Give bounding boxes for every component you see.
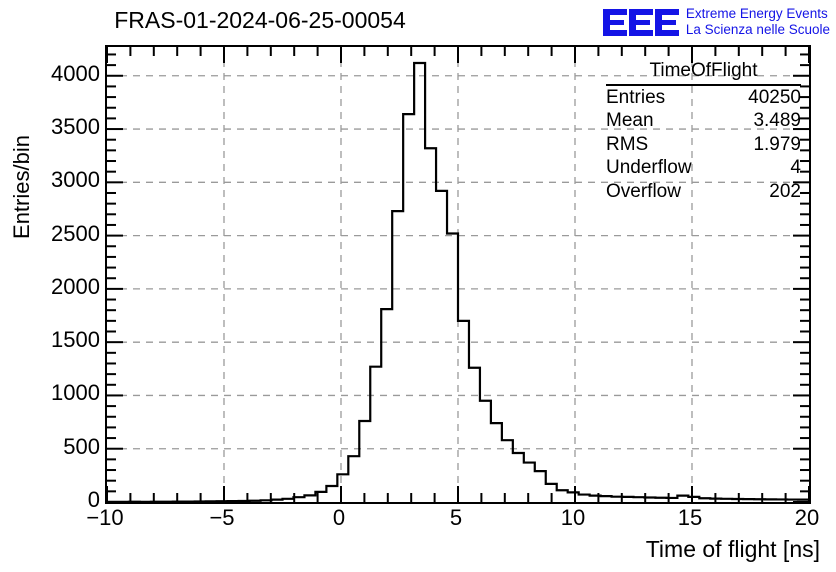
stats-row-key: RMS	[606, 133, 649, 155]
plot-area	[107, 47, 809, 502]
x-axis-ticklabels: −10 −5 0 5 10 15 20	[86, 505, 819, 535]
x-axis-ticklabel: 5	[449, 505, 463, 530]
y-axis-ticklabel: 3000	[51, 167, 100, 193]
stats-row-key: Mean	[606, 110, 654, 131]
eee-logo-line2: La Scienza nelle Scuole	[685, 22, 830, 37]
stats-row: RMS 1.979	[606, 133, 801, 157]
x-axis-ticklabel: 20	[794, 505, 820, 530]
y-axis-ticklabel: 1000	[51, 380, 100, 406]
stats-row-value: 1.979	[753, 133, 801, 155]
x-axis-ticklabel: 15	[677, 505, 703, 530]
stats-row-key: Underflow	[606, 157, 692, 178]
y-axis-ticklabel: 2000	[51, 273, 100, 299]
stats-row-value: 3.489	[753, 110, 801, 131]
stats-box-rows: Entries 40250 Mean 3.489 RMS 1.979 Underflow 4 O…	[606, 86, 801, 204]
logo-letter-e-icon	[602, 8, 627, 36]
stats-row-key: Entries	[606, 86, 666, 108]
stats-row: Mean 3.489	[606, 109, 801, 133]
eee-logo-text: Extreme Energy Events La Scienza nelle S…	[686, 6, 830, 38]
y-axis-ticklabel: 4000	[51, 60, 100, 86]
stats-row: Entries 40250	[606, 86, 801, 110]
y-axis-ticklabel: 1500	[51, 327, 100, 353]
stats-row-key: Overflow	[606, 180, 681, 202]
page-title: FRAS-01-2024-06-25-00054	[114, 7, 406, 33]
stats-box-title: TimeOfFlight	[606, 60, 801, 86]
eee-logo-line1: Extreme Energy Events	[685, 6, 828, 21]
stats-box: TimeOfFlight Entries 40250 Mean 3.489 RMS 1.9…	[606, 60, 801, 203]
x-axis-title: Time of flight [ns]	[645, 536, 820, 562]
histogram-curve	[107, 61, 809, 502]
stats-row-value: 4	[790, 157, 801, 178]
y-axis-ticklabel: 2500	[51, 220, 100, 246]
stats-row: Overflow 202	[606, 180, 801, 204]
stats-row: Underflow 4	[606, 156, 801, 180]
y-axis-ticklabels: 0 500 1000 1500 2000 2500 3000 3500 4000	[12, 45, 100, 510]
y-axis-ticklabel: 3500	[51, 114, 100, 140]
y-axis-ticklabel: 0	[87, 487, 100, 512]
stats-row-value: 202	[769, 180, 801, 202]
x-axis-ticklabel: 0	[332, 505, 346, 530]
y-axis-ticklabel: 500	[63, 433, 100, 459]
x-axis-ticklabel: −5	[209, 505, 235, 530]
logo-letter-e-icon	[654, 8, 679, 36]
x-axis-ticklabel: 10	[560, 505, 586, 530]
stats-row-value: 40250	[748, 86, 801, 108]
logo-letter-e-icon	[628, 8, 653, 36]
eee-logo: Extreme Energy Events La Scienza nelle S…	[602, 2, 830, 42]
x-axis-ticklabel: −10	[86, 505, 124, 530]
eee-logo-mark	[602, 8, 679, 36]
